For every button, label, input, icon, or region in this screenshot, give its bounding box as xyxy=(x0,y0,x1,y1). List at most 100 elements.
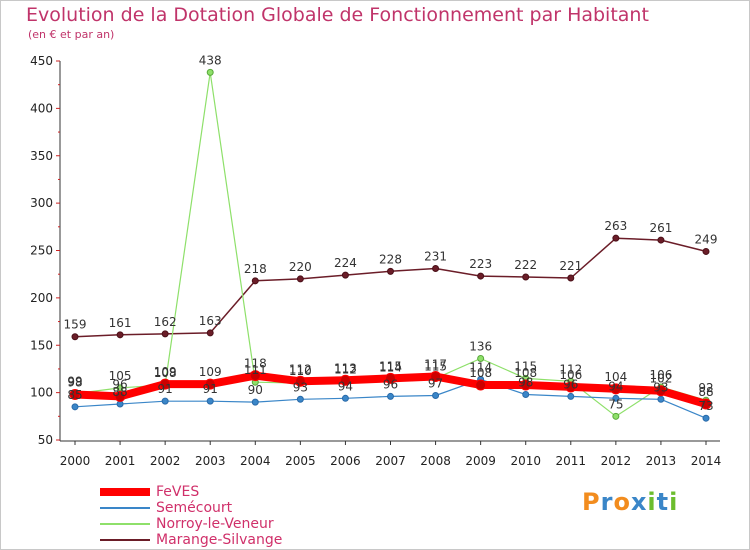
data-point xyxy=(294,375,306,387)
data-label: 108 xyxy=(154,366,177,380)
y-tick-label: 400 xyxy=(30,101,53,115)
data-label: 104 xyxy=(604,370,627,384)
data-point xyxy=(657,395,665,403)
data-point xyxy=(206,397,214,405)
x-tick-label: 2007 xyxy=(375,454,406,468)
data-label: 111 xyxy=(244,363,267,377)
x-tick-label: 2000 xyxy=(60,454,91,468)
data-label: 110 xyxy=(289,364,312,378)
data-label: 97 xyxy=(428,376,443,390)
legend-item: FeVES xyxy=(100,484,199,500)
data-label: 94 xyxy=(338,379,353,393)
data-point xyxy=(71,403,79,411)
x-tick-label: 2010 xyxy=(510,454,541,468)
data-point xyxy=(567,274,575,282)
data-point xyxy=(296,395,304,403)
data-label: 98 xyxy=(67,376,82,390)
legend-label: Marange-Silvange xyxy=(156,532,283,548)
legend-item: Semécourt xyxy=(100,500,232,516)
x-tick-label: 2013 xyxy=(646,454,677,468)
data-point xyxy=(341,271,349,279)
x-tick-label: 2001 xyxy=(105,454,136,468)
data-point xyxy=(161,397,169,405)
data-label: 249 xyxy=(695,232,718,246)
data-label: 108 xyxy=(514,366,537,380)
x-tick-label: 2012 xyxy=(601,454,632,468)
data-label: 96 xyxy=(383,377,398,391)
data-label: 136 xyxy=(469,340,492,354)
legend-item: Marange-Silvange xyxy=(100,532,282,548)
data-label: 109 xyxy=(154,365,177,379)
data-point xyxy=(249,370,261,382)
logo-letter: x xyxy=(630,488,648,516)
data-point xyxy=(387,267,394,275)
x-tick-label: 2014 xyxy=(691,454,722,468)
data-point xyxy=(657,236,665,244)
x-tick-label: 2002 xyxy=(150,454,181,468)
x-tick-label: 2011 xyxy=(556,454,587,468)
data-point xyxy=(116,384,124,392)
y-tick-label: 250 xyxy=(30,244,53,258)
data-label: 162 xyxy=(154,315,177,329)
data-labels: 159 161 162 163 218 220 224 228 231 223 222 221 263 2… xyxy=(64,53,718,413)
data-point xyxy=(251,398,259,406)
data-label: 94 xyxy=(608,379,623,393)
data-point xyxy=(655,385,667,397)
data-label: 112 xyxy=(289,362,312,376)
data-label: 98 xyxy=(518,376,533,390)
data-label: 91 xyxy=(203,382,218,396)
data-label: 75 xyxy=(608,397,623,411)
x-tick-label: 2005 xyxy=(285,454,316,468)
data-point xyxy=(610,383,622,395)
data-point xyxy=(69,389,81,401)
data-point xyxy=(475,379,487,391)
legend-swatch xyxy=(100,488,150,496)
x-tick-label: 2008 xyxy=(420,454,451,468)
y-tick-label: 350 xyxy=(30,149,53,163)
data-label: 118 xyxy=(244,357,267,371)
data-label: 115 xyxy=(514,359,537,373)
logo-letter: r xyxy=(600,488,614,516)
data-label: 222 xyxy=(514,258,537,272)
y-tick-label: 150 xyxy=(30,338,53,352)
legend-item: Norroy-le-Veneur xyxy=(100,516,274,532)
data-label: 88 xyxy=(698,385,713,399)
data-label: 85 xyxy=(67,388,82,402)
chart-axes: 50 100 150 200 250 300 350 400 450 2000 2001 2002 20… xyxy=(30,54,721,468)
data-point xyxy=(71,333,79,341)
data-point xyxy=(522,273,530,281)
data-label: 91 xyxy=(158,382,173,396)
data-point xyxy=(385,372,396,384)
data-point xyxy=(612,234,620,242)
data-label: 114 xyxy=(379,360,402,374)
y-tick-label: 100 xyxy=(30,386,53,400)
data-point xyxy=(432,265,440,273)
data-point xyxy=(700,398,712,410)
data-label: 261 xyxy=(649,221,672,235)
data-label: 96 xyxy=(112,377,127,391)
data-point xyxy=(702,247,710,255)
logo-letter: i xyxy=(647,488,657,516)
data-label: 73 xyxy=(698,399,713,413)
data-label: 438 xyxy=(199,53,222,67)
legend-swatch xyxy=(100,507,150,509)
logo-letter: i xyxy=(669,488,679,516)
x-tick-label: 2006 xyxy=(330,454,361,468)
data-label: 93 xyxy=(293,380,308,394)
data-label: 115 xyxy=(424,359,447,373)
data-label: 115 xyxy=(379,359,402,373)
data-label: 220 xyxy=(289,260,312,274)
data-label: 108 xyxy=(469,366,492,380)
data-label: 163 xyxy=(199,314,222,328)
data-point xyxy=(206,329,214,337)
data-label: 96 xyxy=(563,377,578,391)
data-label: 113 xyxy=(334,361,357,375)
data-label: 88 xyxy=(112,385,127,399)
data-label: 224 xyxy=(334,256,357,270)
data-point xyxy=(430,371,442,383)
chart-subtitle: (en € et par an) xyxy=(28,28,115,41)
legend-label: Norroy-le-Veneur xyxy=(156,516,274,532)
data-label: 161 xyxy=(109,316,132,330)
